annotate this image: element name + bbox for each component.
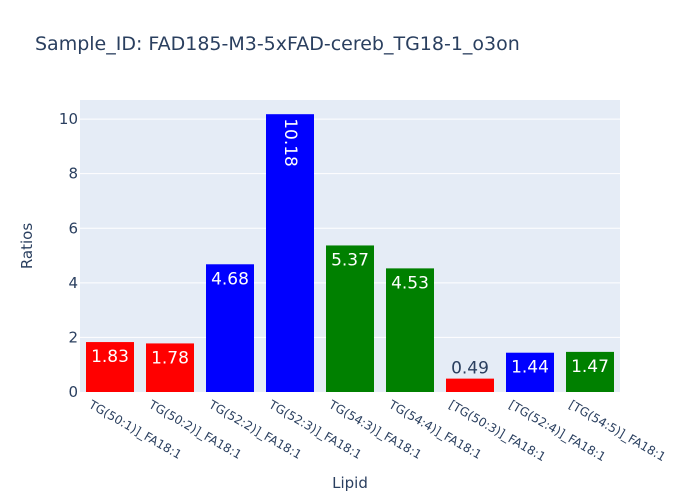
x-tick-label: [TG(52:4)]_FA18:1: [507, 397, 609, 464]
x-tick-label: [TG(54:5)]_FA18:1: [567, 397, 669, 464]
y-tick-label: 4: [68, 274, 78, 292]
y-tick-label: 0: [68, 383, 78, 401]
y-tick-label: 6: [68, 219, 78, 237]
bar: [446, 378, 494, 392]
bar: [206, 264, 254, 392]
bars: [86, 114, 614, 393]
bar: [266, 114, 314, 393]
data-label: 1.83: [91, 347, 129, 367]
data-label: 10.18: [280, 118, 300, 167]
data-label: 0.49: [451, 359, 489, 379]
bar: [146, 343, 194, 392]
data-label: 4.53: [391, 273, 429, 293]
bar: [566, 351, 614, 392]
y-tick-label: 2: [68, 328, 78, 346]
x-tick-labels: TG(50:1)]_FA18:1TG(50:2)]_FA18:1TG(52:2)…: [86, 397, 668, 464]
x-axis-title: Lipid: [332, 474, 368, 492]
y-axis-title: Ratios: [18, 223, 36, 270]
bar: [326, 245, 374, 392]
chart-title: Sample_ID: FAD185-M3-5xFAD-cereb_TG18-1_…: [35, 33, 520, 55]
data-labels: 1.83 1.78 4.68 10.18 5.37 4.53 0.49 1.44 1.47: [91, 118, 609, 378]
data-label: 4.68: [211, 269, 249, 289]
y-tick-labels: 0 2 4 6 8 10: [59, 110, 78, 401]
bar: [386, 268, 434, 392]
data-label: 5.37: [331, 250, 369, 270]
data-label: 1.47: [571, 357, 609, 377]
y-tick-label: 10: [59, 110, 78, 128]
bar: [506, 352, 554, 392]
y-tick-label: 8: [68, 165, 78, 183]
data-label: 1.78: [151, 348, 189, 368]
data-label: 1.44: [511, 358, 549, 378]
x-tick-label: [TG(50:3)]_FA18:1: [447, 397, 549, 464]
bar: [86, 342, 134, 392]
